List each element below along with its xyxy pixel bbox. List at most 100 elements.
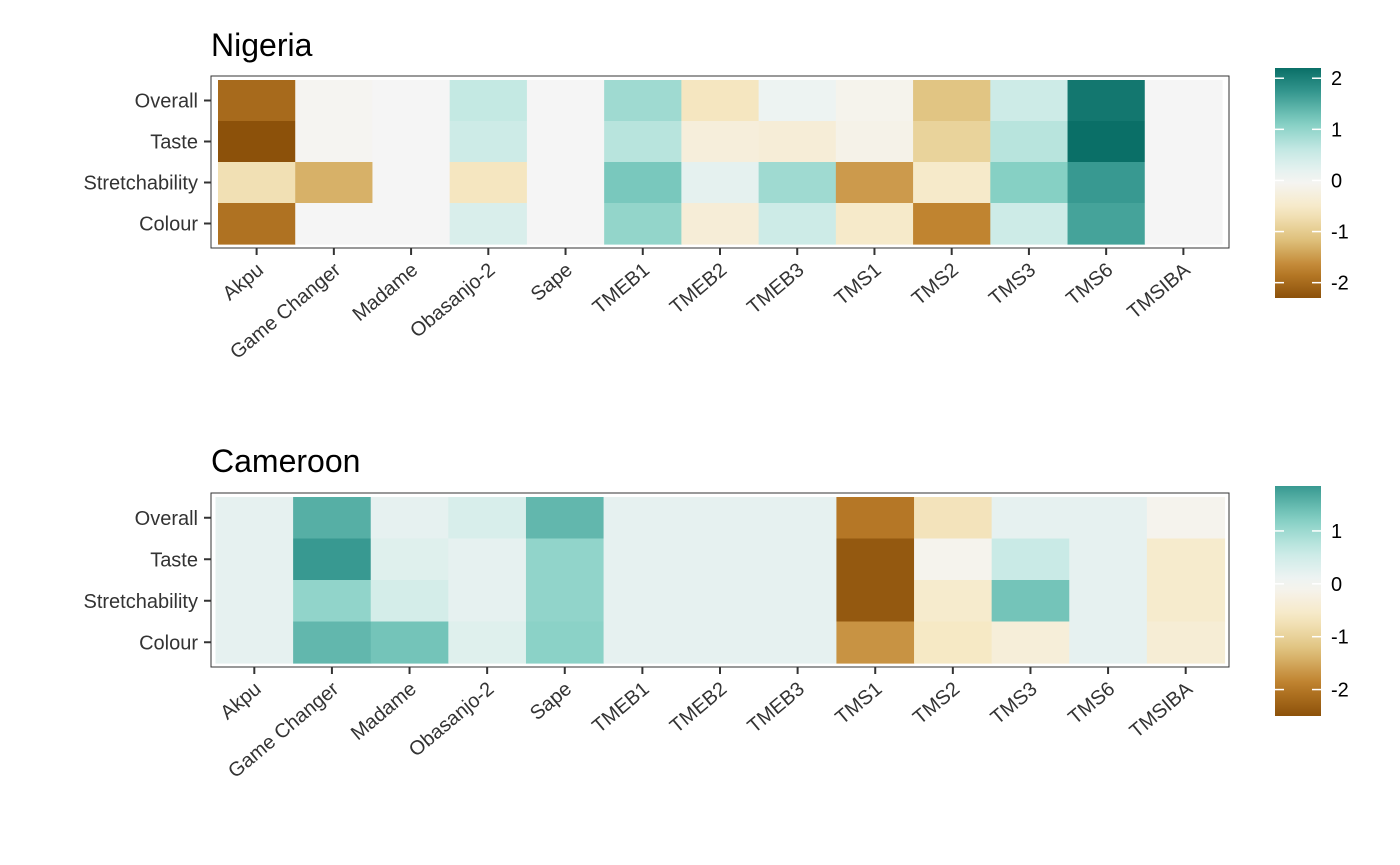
heatmap-cell-overall-tmeb2 (681, 497, 760, 540)
panel-title-cameroon: Cameroon (211, 443, 360, 479)
heatmap-cell-overall-game-changer (293, 497, 372, 540)
heatmap-cell-overall-tmeb3 (758, 80, 837, 122)
heatmap-cell-colour-tmeb2 (681, 203, 760, 245)
colorbar-label-2: 2 (1331, 68, 1342, 90)
heatmap-cell-colour-madame (370, 621, 449, 664)
heatmap-cell-stretchability-sape (525, 580, 605, 623)
heatmap-cell-stretchability-tmeb3 (758, 580, 838, 623)
heatmap-cell-overall-tms3 (990, 80, 1069, 122)
heatmap-cell-stretchability-obasanjo-2 (448, 580, 527, 623)
heatmap-cells-nigeria (218, 80, 1223, 245)
heatmap-cell-overall-tmeb1 (604, 80, 682, 122)
x-tick-label-akpu: Akpu (216, 678, 265, 724)
y-tick-label-stretchability: Stretchability (84, 591, 199, 613)
y-tick-label-colour: Colour (139, 214, 198, 236)
heatmap-cell-taste-game-changer (293, 538, 372, 581)
heatmap-cell-colour-tmsiba (1146, 621, 1226, 664)
heatmap-cell-stretchability-tms2 (914, 580, 993, 623)
heatmap-cell-colour-obasanjo-2 (448, 621, 527, 664)
x-tick-label-tms3: TMS3 (987, 678, 1042, 729)
panel-cameroon: Cameroon Overall Taste Stretchability Colou… (84, 443, 1349, 783)
heatmap-cell-overall-madame (372, 80, 451, 122)
heatmap-cell-stretchability-tmeb1 (603, 580, 682, 623)
colorbar-label-minus-1: -1 (1331, 627, 1349, 649)
heatmap-cell-taste-tms2 (913, 121, 991, 163)
colorbar-label-1: 1 (1331, 119, 1342, 141)
heatmap-cell-overall-tmeb1 (603, 497, 682, 540)
heatmap-cell-stretchability-madame (370, 580, 449, 623)
heatmap-cell-taste-tms2 (914, 538, 993, 581)
heatmap-cell-taste-tmsiba (1146, 538, 1226, 581)
y-tick-label-taste: Taste (150, 549, 198, 571)
heatmap-cell-overall-akpu (215, 497, 294, 540)
heatmap-cell-overall-tms1 (836, 497, 915, 540)
y-tick-label-colour: Colour (139, 632, 198, 654)
heatmap-cells-cameroon (215, 497, 1226, 664)
heatmap-cell-colour-game-changer (293, 621, 372, 664)
x-tick-label-tms2: TMS2 (908, 259, 963, 310)
x-tick-label-tms2: TMS2 (909, 678, 964, 729)
heatmap-cell-taste-tmsiba (1144, 121, 1223, 163)
heatmap-cell-stretchability-tmeb3 (758, 162, 837, 204)
heatmap-cell-colour-akpu (218, 203, 296, 245)
y-tick-label-stretchability: Stretchability (84, 173, 199, 195)
heatmap-cell-colour-tmeb3 (758, 203, 837, 245)
heatmap-cell-colour-madame (372, 203, 451, 245)
heatmap-cell-colour-sape (526, 203, 605, 245)
y-axis-nigeria: Overall Taste Stretchability Colour (84, 91, 211, 236)
heatmap-cell-overall-game-changer (295, 80, 374, 122)
heatmap-cell-stretchability-tms1 (835, 162, 914, 204)
heatmap-cell-taste-obasanjo-2 (449, 121, 528, 163)
heatmap-cell-taste-tmeb3 (758, 121, 837, 163)
heatmap-cell-colour-tms6 (1069, 621, 1148, 664)
colorbar-label-minus-2: -2 (1331, 273, 1349, 295)
colorbar-label-0: 0 (1331, 574, 1342, 596)
heatmap-cell-taste-tms3 (991, 538, 1070, 581)
heatmap-cell-taste-akpu (218, 121, 296, 163)
heatmap-cell-taste-madame (370, 538, 449, 581)
heatmap-cell-stretchability-tmeb1 (604, 162, 682, 204)
x-tick-label-tmeb2: TMEB2 (666, 259, 731, 319)
x-tick-label-tms6: TMS6 (1064, 678, 1119, 729)
heatmap-cell-colour-tmeb2 (681, 621, 760, 664)
heatmap-cell-taste-tmeb1 (604, 121, 682, 163)
heatmap-cell-taste-tms1 (836, 538, 915, 581)
heatmap-cell-overall-sape (525, 497, 605, 540)
heatmap-cell-stretchability-game-changer (295, 162, 374, 204)
x-tick-label-madame: Madame (349, 259, 423, 326)
heatmap-cell-overall-tms6 (1069, 497, 1148, 540)
colorbar-label-minus-2: -2 (1331, 680, 1349, 702)
heatmap-cell-taste-sape (525, 538, 605, 581)
heatmap-cell-stretchability-obasanjo-2 (449, 162, 528, 204)
x-tick-label-tms1: TMS1 (831, 259, 886, 310)
colorbar-legend-nigeria: 2 1 0 -1 -2 (1275, 68, 1349, 298)
heatmap-cell-colour-obasanjo-2 (449, 203, 528, 245)
colorbar-label-0: 0 (1331, 170, 1342, 192)
panel-nigeria: Nigeria Overall Taste Stretchability Colour… (84, 27, 1349, 364)
heatmap-cell-stretchability-tms1 (836, 580, 915, 623)
heatmap-cell-stretchability-sape (526, 162, 605, 204)
x-tick-label-tmsiba: TMSIBA (1123, 259, 1195, 324)
heatmap-cell-stretchability-tmeb2 (681, 162, 760, 204)
heatmap-cell-overall-tmsiba (1144, 80, 1223, 122)
heatmap-cell-colour-tms3 (991, 621, 1070, 664)
x-tick-label-obasanjo-2: Obasanjo-2 (406, 259, 499, 342)
heatmap-cell-taste-game-changer (295, 121, 374, 163)
heatmap-cell-colour-tmsiba (1144, 203, 1223, 245)
heatmap-cell-colour-tmeb1 (603, 621, 682, 664)
heatmap-cell-colour-tms2 (914, 621, 993, 664)
colorbar-nigeria (1275, 68, 1321, 298)
heatmap-cell-colour-game-changer (295, 203, 374, 245)
heatmap-cell-stretchability-tms6 (1067, 162, 1146, 204)
y-tick-label-taste: Taste (150, 132, 198, 154)
heatmap-cell-stretchability-tmsiba (1144, 162, 1223, 204)
x-tick-label-tms3: TMS3 (985, 259, 1040, 310)
panel-title-nigeria: Nigeria (211, 27, 313, 63)
heatmap-cell-taste-akpu (215, 538, 294, 581)
heatmap-cell-colour-tms6 (1067, 203, 1146, 245)
heatmap-cell-stretchability-tms3 (990, 162, 1069, 204)
heatmap-cell-taste-tmeb2 (681, 538, 760, 581)
x-tick-label-tmsiba: TMSIBA (1126, 678, 1198, 743)
